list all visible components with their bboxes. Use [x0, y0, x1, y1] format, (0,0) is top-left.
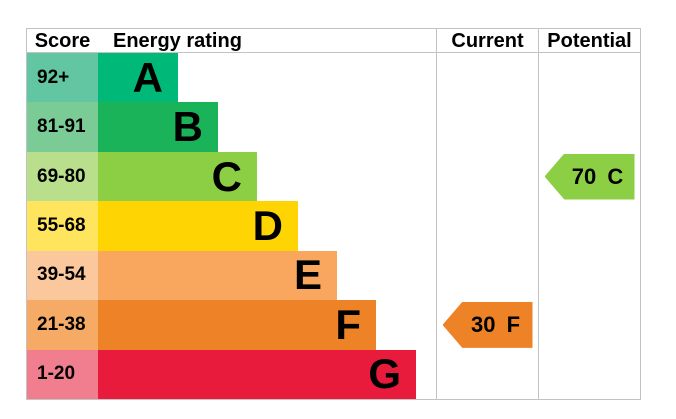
score-range-a: 92+: [27, 53, 98, 103]
score-range-b: 81-91: [27, 102, 98, 152]
potential-cell-b: [538, 102, 640, 152]
potential-cell-e: [538, 250, 640, 301]
band-row-f: 21-38 F 30 F: [27, 300, 640, 350]
current-cell-a: [436, 53, 538, 103]
potential-cell-d: [538, 201, 640, 251]
band-bar-g: G: [98, 349, 416, 399]
potential-cell-f: [538, 300, 640, 350]
band-letter-f: F: [335, 300, 361, 348]
current-rating-arrow: 30 F: [442, 301, 533, 348]
header-energy-rating: Energy rating: [113, 29, 242, 52]
current-cell-c: [436, 151, 538, 202]
potential-rating-label: 70 C: [571, 163, 624, 189]
band-letter-e: E: [293, 251, 322, 299]
header-current: Current: [436, 29, 538, 52]
score-range-g: 1-20: [27, 349, 98, 399]
band-letter-d: D: [252, 201, 283, 249]
current-cell-g: [436, 349, 538, 399]
potential-rating-arrow: 70 C: [544, 153, 635, 200]
band-row-g: 1-20 G: [27, 349, 640, 399]
epc-table: Score Energy rating Current Potential 92…: [26, 28, 641, 400]
band-letter-a: A: [132, 53, 163, 101]
band-bar-f: F: [98, 300, 376, 350]
potential-cell-g: [538, 349, 640, 399]
score-range-f: 21-38: [27, 300, 98, 350]
current-rating-label: 30 F: [470, 311, 521, 337]
band-row-a: 92+ A: [27, 53, 640, 103]
band-row-e: 39-54 E: [27, 250, 640, 301]
potential-cell-a: [538, 53, 640, 103]
current-cell-d: [436, 201, 538, 251]
current-cell-e: [436, 250, 538, 301]
band-row-b: 81-91 B: [27, 102, 640, 152]
band-row-d: 55-68 D: [27, 201, 640, 251]
header-row: Score Energy rating Current Potential: [27, 29, 640, 53]
score-range-d: 55-68: [27, 201, 98, 251]
potential-cell-c: 70 C: [538, 151, 640, 202]
band-bar-d: D: [98, 201, 298, 251]
current-cell-b: [436, 102, 538, 152]
band-letter-b: B: [172, 103, 203, 151]
header-potential: Potential: [538, 29, 640, 52]
header-score: Score: [34, 29, 91, 52]
band-letter-g: G: [368, 350, 401, 398]
current-cell-f: 30 F: [436, 300, 538, 350]
score-range-c: 69-80: [27, 151, 98, 202]
band-bar-c: C: [98, 151, 257, 202]
band-bar-e: E: [98, 250, 337, 301]
band-letter-c: C: [211, 152, 242, 200]
band-bar-b: B: [98, 102, 218, 152]
band-bar-a: A: [98, 53, 178, 103]
score-range-e: 39-54: [27, 250, 98, 301]
band-row-c: 69-80 C 70 C: [27, 151, 640, 202]
